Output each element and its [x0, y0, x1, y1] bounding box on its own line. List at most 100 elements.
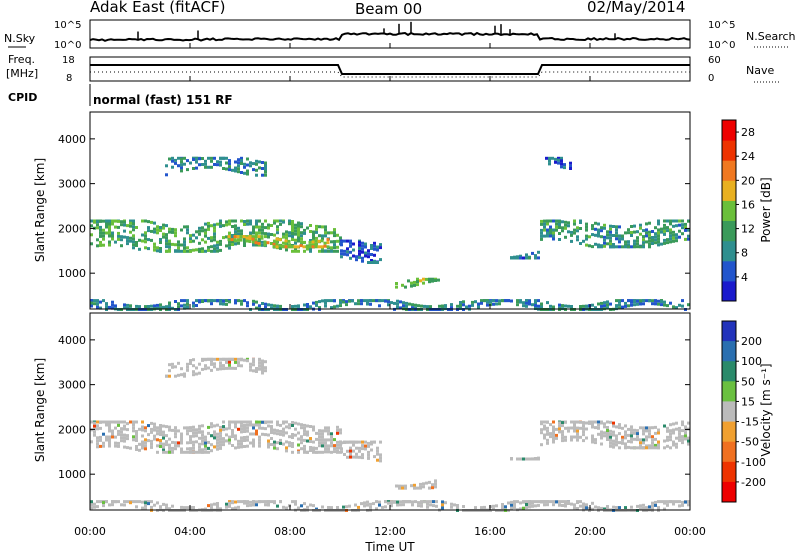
heatmap-cell: [192, 428, 195, 432]
heatmap-cell: [276, 504, 279, 508]
heatmap-cell: [171, 159, 174, 163]
heatmap-cell: [558, 503, 561, 507]
heatmap-cell: [216, 438, 219, 442]
heatmap-cell: [324, 299, 327, 303]
heatmap-cell: [312, 450, 315, 454]
heatmap-cell: [361, 447, 364, 451]
heatmap-cell: [246, 435, 249, 439]
heatmap-cell: [105, 219, 108, 223]
heatmap-cell: [309, 440, 312, 443]
colorbar-tick-label: 8: [741, 247, 748, 260]
heatmap-cell: [480, 301, 483, 305]
heatmap-cell: [576, 226, 579, 230]
heatmap-cell: [255, 173, 258, 177]
heatmap-cell: [195, 372, 198, 376]
heatmap-cell: [204, 165, 207, 169]
heatmap-cell: [352, 248, 355, 252]
heatmap-cell: [216, 222, 219, 226]
heatmap-cell: [369, 302, 372, 306]
heatmap-cell: [651, 435, 654, 439]
heatmap-cell: [213, 433, 216, 437]
heatmap-cell: [315, 300, 318, 304]
heatmap-cell: [636, 242, 639, 246]
heatmap-cell: [582, 424, 585, 428]
heatmap-cell: [404, 484, 407, 488]
heatmap-cell: [672, 230, 675, 234]
heatmap-cell: [252, 444, 255, 448]
heatmap-cell: [216, 240, 219, 244]
heatmap-cell: [603, 226, 606, 230]
heatmap-cell: [422, 485, 425, 489]
heatmap-cell: [102, 234, 105, 238]
heatmap-cell: [153, 425, 156, 429]
heatmap-cell: [540, 219, 543, 223]
noise-left-tick-bottom: 10^0: [54, 40, 81, 51]
heatmap-cell: [303, 423, 306, 427]
heatmap-cell: [255, 500, 258, 504]
heatmap-cell: [534, 299, 537, 303]
heatmap-cell: [630, 299, 633, 303]
heatmap-cell: [654, 238, 657, 242]
heatmap-cell: [198, 157, 201, 161]
heatmap-cell: [333, 234, 336, 238]
heatmap-cell: [675, 233, 678, 237]
heatmap-cell: [186, 506, 189, 510]
heatmap-cell: [93, 299, 96, 303]
heatmap-cell: [117, 441, 120, 445]
heatmap-cell: [198, 448, 201, 452]
heatmap-cell: [285, 230, 288, 234]
heatmap-cell: [291, 442, 294, 445]
heatmap-cell: [654, 235, 657, 239]
heatmap-cell: [657, 428, 660, 432]
heatmap-cell: [303, 432, 306, 436]
heatmap-cell: [297, 224, 300, 228]
heatmap-cell: [648, 230, 651, 234]
heatmap-cell: [156, 501, 159, 505]
heatmap-cell: [141, 434, 144, 438]
heatmap-cell: [579, 420, 582, 424]
heatmap-cell: [234, 219, 237, 223]
heatmap-cell: [585, 228, 588, 232]
heatmap-cell: [594, 441, 597, 445]
colorbar-swatch: [722, 441, 736, 463]
heatmap-cell: [564, 235, 567, 239]
heatmap-cell: [243, 501, 246, 505]
heatmap-cell: [361, 250, 364, 254]
heatmap-cell: [333, 249, 336, 253]
heatmap-cell: [126, 422, 129, 426]
heatmap-cell: [355, 446, 358, 450]
heatmap-cell: [591, 420, 594, 424]
heatmap-cell: [204, 228, 207, 232]
heatmap-cell: [376, 248, 379, 252]
heatmap-cell: [513, 256, 516, 260]
heatmap-cell: [204, 447, 207, 451]
heatmap-cell: [207, 224, 210, 228]
heatmap-cell: [186, 447, 189, 451]
heatmap-cell: [621, 299, 624, 303]
heatmap-cell: [177, 249, 180, 253]
heatmap-cell: [240, 358, 243, 362]
heatmap-cell: [441, 503, 444, 507]
heatmap-cell: [186, 362, 189, 366]
heatmap-cell: [648, 444, 651, 448]
heatmap-cell: [678, 235, 681, 239]
heatmap-cell: [346, 250, 349, 254]
heatmap-cell: [609, 242, 612, 246]
heatmap-cell: [252, 426, 255, 430]
heatmap-cell: [231, 432, 234, 435]
heatmap-cell: [684, 222, 687, 226]
heatmap-cell: [370, 253, 373, 256]
heatmap-cell: [99, 225, 102, 229]
heatmap-cell: [171, 242, 174, 246]
heatmap-cell: [681, 503, 684, 507]
heatmap-cell: [93, 430, 96, 434]
heatmap-cell: [252, 299, 255, 303]
heatmap-cell: [147, 220, 150, 224]
heatmap-cell: [336, 428, 339, 432]
heatmap-cell: [534, 256, 537, 260]
heatmap-cell: [183, 249, 186, 253]
heatmap-cell: [327, 429, 330, 433]
heatmap-cell: [198, 362, 201, 366]
heatmap-cell: [642, 245, 645, 249]
heatmap-cell: [510, 256, 513, 260]
